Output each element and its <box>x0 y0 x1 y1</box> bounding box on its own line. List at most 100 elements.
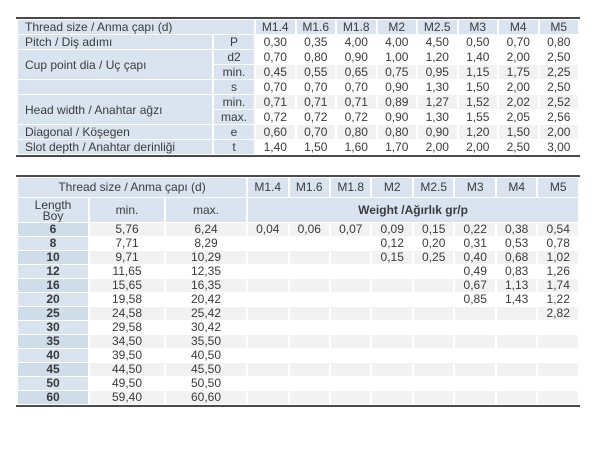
min-cell: 5,76 <box>90 223 164 236</box>
weight-cell <box>496 335 537 348</box>
max-cell: 60,60 <box>166 391 247 404</box>
weight-cell <box>331 293 371 306</box>
dimension-value: 1,20 <box>458 125 497 139</box>
length-cell: 25 <box>18 307 88 320</box>
min-cell: 59,40 <box>90 391 164 404</box>
table-row: Head width / Anahtar ağzı min. 0,71 0,71 0,7… <box>18 95 578 124</box>
dimension-value: 0,70 <box>499 35 538 49</box>
weight-cell <box>538 321 578 334</box>
dimension-value: 0,90 <box>377 80 416 94</box>
dimension-value: 2,50 <box>499 140 538 154</box>
dimension-label: Diagonal / Köşegen <box>18 125 212 139</box>
length-cell: 16 <box>18 279 88 292</box>
weight-cell <box>496 307 537 320</box>
length-column-header: Length Boy <box>18 198 88 222</box>
weight-cell <box>331 321 371 334</box>
weight-cell: 0,06 <box>289 223 329 236</box>
weight-cell <box>413 265 454 278</box>
weight-cell <box>538 363 578 376</box>
weight-cell <box>289 321 329 334</box>
dimension-value: 0,90 <box>377 110 416 124</box>
weight-cell <box>413 349 454 362</box>
table-header-row: Thread size / Anma çapı (d) M1.4 M1.6 M1.8… <box>18 178 578 197</box>
dimension-value: 2,00 <box>458 140 497 154</box>
dimension-value: 0,89 <box>377 95 416 109</box>
dimension-label: Pitch / Diş adımı <box>18 35 212 49</box>
dimension-value: 0,55 <box>296 65 335 79</box>
dimension-value: 2,25 <box>539 65 578 79</box>
weight-cell: 0,25 <box>413 251 454 264</box>
weight-cell: 0,68 <box>496 251 537 264</box>
size-header: M2.5 <box>413 178 454 197</box>
dimension-value: 0,80 <box>296 50 335 64</box>
weight-cell: 0,53 <box>496 237 537 250</box>
max-cell: 10,29 <box>166 251 247 264</box>
weight-cell: 2,82 <box>538 307 578 320</box>
max-cell: 45,50 <box>166 363 247 376</box>
dimension-value: 0,72 <box>296 110 335 124</box>
max-cell: 40,50 <box>166 349 247 362</box>
weight-cell <box>289 237 329 250</box>
weight-cell <box>248 307 288 320</box>
size-header: M1.4 <box>248 178 288 197</box>
table-row: Diagonal / Köşegen e 0,60 0,70 0,80 0,80 0,90 1… <box>18 125 578 139</box>
dimension-value: 0,60 <box>256 125 295 139</box>
dimension-value: 1,00 <box>377 50 416 64</box>
min-cell: 7,71 <box>90 237 164 250</box>
weight-cell: 0,83 <box>496 265 537 278</box>
size-header: M1.4 <box>256 20 295 34</box>
dimension-value: 2,50 <box>539 80 578 94</box>
dimension-label: Cup point dia / Uç çapı <box>18 50 212 79</box>
dimension-value: 0,50 <box>458 35 497 49</box>
weight-cell <box>372 321 412 334</box>
dimension-value: 0,72 <box>256 110 295 124</box>
weight-cell <box>413 363 454 376</box>
length-cell: 8 <box>18 237 88 250</box>
weight-cell <box>331 363 371 376</box>
weight-cell <box>331 377 371 390</box>
dimension-value: 3,00 <box>539 140 578 154</box>
weight-cell: 0,07 <box>331 223 371 236</box>
dimension-label <box>18 80 212 94</box>
table-row: s 0,70 0,70 0,70 0,90 1,30 1,50 2,00 2,50 <box>18 80 578 94</box>
max-cell: 6,24 <box>166 223 247 236</box>
dimension-value: 1,50 <box>458 80 497 94</box>
table-row: 10 9,71 10,29 0,15 0,25 0,40 0,68 1,02 <box>18 251 578 264</box>
weight-cell <box>248 335 288 348</box>
weight-cell <box>248 321 288 334</box>
table-row: Slot depth / Anahtar derinliği t 1,40 1,50 1… <box>18 140 578 154</box>
weight-cell <box>455 391 495 404</box>
table-row: 50 49,50 50,50 <box>18 377 578 390</box>
dimension-value: 1,27 <box>418 95 457 109</box>
dimension-value: 1,50 <box>499 125 538 139</box>
weight-cell <box>538 349 578 362</box>
dimension-value: 1,40 <box>458 50 497 64</box>
dimension-label: Head width / Anahtar ağzı <box>18 95 212 124</box>
max-column-header: max. <box>166 198 247 222</box>
weight-cell <box>372 391 412 404</box>
dimension-label: Slot depth / Anahtar derinliği <box>18 140 212 154</box>
table-row: 12 11,65 12,35 0,49 0,83 1,26 <box>18 265 578 278</box>
weight-cell: 0,54 <box>538 223 578 236</box>
dimension-value: 1,60 <box>337 140 376 154</box>
dimension-value: 0,90 <box>337 50 376 64</box>
weight-cell: 1,43 <box>496 293 537 306</box>
weight-cell <box>289 335 329 348</box>
weight-cell <box>538 377 578 390</box>
weight-cell <box>413 391 454 404</box>
weight-cell <box>372 349 412 362</box>
table-row: min. 0,45 0,55 0,65 0,75 0,95 1,15 1,75 2,25 <box>18 65 578 79</box>
weight-cell: 0,09 <box>372 223 412 236</box>
weight-cell <box>538 391 578 404</box>
dimension-value: 0,90 <box>418 125 457 139</box>
length-cell: 10 <box>18 251 88 264</box>
weight-cell <box>496 377 537 390</box>
thread-size-header: Thread size / Anma çapı (d) <box>18 178 247 197</box>
table-row: 40 39,50 40,50 <box>18 349 578 362</box>
weight-cell <box>331 265 371 278</box>
dimension-value: 1,30 <box>418 80 457 94</box>
weight-cell: 0,15 <box>413 223 454 236</box>
length-cell: 12 <box>18 265 88 278</box>
weight-cell: 1,26 <box>538 265 578 278</box>
